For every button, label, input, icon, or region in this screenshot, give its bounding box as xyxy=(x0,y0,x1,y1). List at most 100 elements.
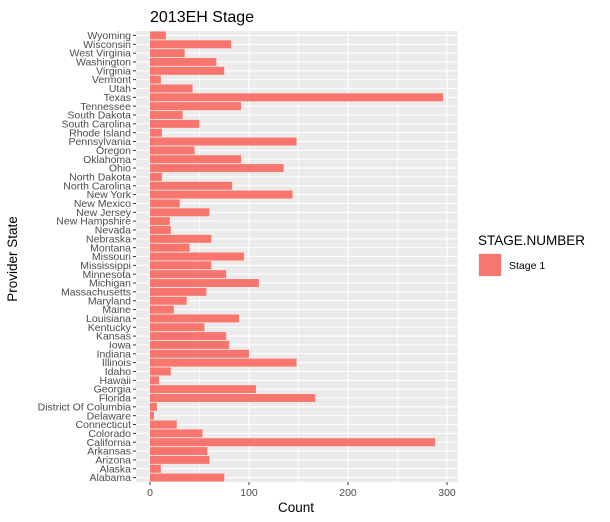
bar-colorado xyxy=(150,429,203,438)
bar-california xyxy=(150,438,436,447)
bar-virginia xyxy=(150,66,225,75)
bar-arizona xyxy=(150,455,210,464)
bar-pennsylvania xyxy=(150,137,297,146)
y-tick-label: Idaho xyxy=(105,366,131,378)
y-tick-label: Connecticut xyxy=(76,419,132,431)
chart-title: 2013EH Stage xyxy=(150,9,254,26)
x-tick-label: 100 xyxy=(240,487,258,499)
bar-hawaii xyxy=(150,376,159,385)
bar-north-carolina xyxy=(150,181,233,190)
bar-massachusetts xyxy=(150,287,207,296)
bar-alaska xyxy=(150,464,161,473)
y-tick-label: Alaska xyxy=(99,463,131,475)
bar-rhode-island xyxy=(150,128,162,137)
x-axis-title: Count xyxy=(278,500,314,515)
y-tick-label: New Mexico xyxy=(74,198,131,210)
bar-indiana xyxy=(150,349,249,358)
bar-maryland xyxy=(150,296,187,305)
y-tick-label: Arkansas xyxy=(87,446,131,458)
bar-district-of-columbia xyxy=(150,402,157,411)
y-tick-label: Washington xyxy=(76,57,131,69)
y-tick-label: Nevada xyxy=(95,225,131,237)
y-tick-label: Missouri xyxy=(92,251,131,263)
bar-michigan xyxy=(150,279,259,288)
y-tick-label: South Dakota xyxy=(67,110,131,122)
bar-washington xyxy=(150,57,217,66)
y-tick-label: Wisconsin xyxy=(83,39,131,51)
bars xyxy=(150,31,444,482)
bar-utah xyxy=(150,84,193,93)
bar-new-york xyxy=(150,190,293,199)
bar-new-mexico xyxy=(150,199,180,208)
y-tick-label: New Jersey xyxy=(76,207,132,219)
y-tick-label: Vermont xyxy=(92,74,131,86)
y-tick-label: Wyoming xyxy=(87,30,131,42)
bar-ohio xyxy=(150,164,284,173)
y-tick-label: Indiana xyxy=(97,348,132,360)
y-tick-label: Oklahoma xyxy=(83,154,131,166)
y-tick-label: Tennessee xyxy=(80,101,131,113)
bar-tennessee xyxy=(150,102,242,111)
y-tick-label: Delaware xyxy=(87,410,132,422)
y-tick-label: Texas xyxy=(104,92,131,104)
bar-minnesota xyxy=(150,270,227,279)
bar-missouri xyxy=(150,252,245,261)
y-tick-label: Hawaii xyxy=(99,375,131,387)
y-tick-label: Kansas xyxy=(96,331,131,343)
bar-west-virginia xyxy=(150,49,185,58)
major-gridlines xyxy=(136,31,458,482)
bar-texas xyxy=(150,93,444,102)
bar-mississippi xyxy=(150,261,212,270)
x-tick-label: 300 xyxy=(438,487,456,499)
bar-nevada xyxy=(150,225,171,234)
legend: STAGE.NUMBER Stage 1 xyxy=(478,233,585,277)
y-tick-label: Montana xyxy=(90,242,131,254)
bar-idaho xyxy=(150,367,171,376)
y-tick-label: South Carolina xyxy=(62,118,132,130)
y-tick-label: North Carolina xyxy=(63,180,131,192)
y-tick-label: Utah xyxy=(109,83,131,95)
bar-north-dakota xyxy=(150,172,162,181)
bar-alabama xyxy=(150,473,225,482)
y-tick-label: Mississippi xyxy=(80,260,131,272)
y-tick-label: Minnesota xyxy=(83,269,132,281)
y-tick-label: Kentucky xyxy=(88,322,132,334)
x-axis: 0 100 200 300 xyxy=(147,482,456,499)
y-tick-label: California xyxy=(87,437,132,449)
y-tick-label: Nebraska xyxy=(86,233,131,245)
bar-florida xyxy=(150,394,316,402)
y-axis: AlabamaAlaskaArizonaArkansasCaliforniaCo… xyxy=(38,30,136,484)
y-tick-label: North Dakota xyxy=(69,172,131,184)
y-tick-label: Maine xyxy=(102,304,131,316)
y-tick-label: Iowa xyxy=(109,340,131,352)
bar-nebraska xyxy=(150,234,212,243)
bar-montana xyxy=(150,243,190,252)
bar-new-hampshire xyxy=(150,217,170,226)
y-tick-label: Ohio xyxy=(109,163,131,175)
bar-new-jersey xyxy=(150,208,210,217)
x-tick-label: 0 xyxy=(147,487,153,499)
y-tick-label: Colorado xyxy=(88,428,131,440)
legend-swatch-stage-1 xyxy=(479,254,501,276)
bar-kentucky xyxy=(150,323,205,332)
y-tick-label: Massachusetts xyxy=(61,286,131,298)
y-tick-label: New Hampshire xyxy=(56,216,131,228)
y-tick-label: West Virginia xyxy=(70,48,132,60)
bar-arkansas xyxy=(150,447,208,456)
bar-iowa xyxy=(150,340,230,349)
y-tick-label: Florida xyxy=(99,393,131,405)
bar-wisconsin xyxy=(150,40,232,49)
y-tick-label: Georgia xyxy=(94,384,132,396)
y-tick-label: New York xyxy=(87,189,132,201)
legend-title: STAGE.NUMBER xyxy=(478,233,585,248)
bar-illinois xyxy=(150,358,297,367)
bar-delaware xyxy=(150,411,154,420)
y-tick-label: Pennsylvania xyxy=(69,136,132,148)
bar-louisiana xyxy=(150,314,240,323)
y-tick-label: Oregon xyxy=(96,145,131,157)
bar-south-dakota xyxy=(150,111,183,119)
y-tick-label: Maryland xyxy=(88,295,131,307)
bar-kansas xyxy=(150,332,227,341)
bar-south-carolina xyxy=(150,119,200,128)
